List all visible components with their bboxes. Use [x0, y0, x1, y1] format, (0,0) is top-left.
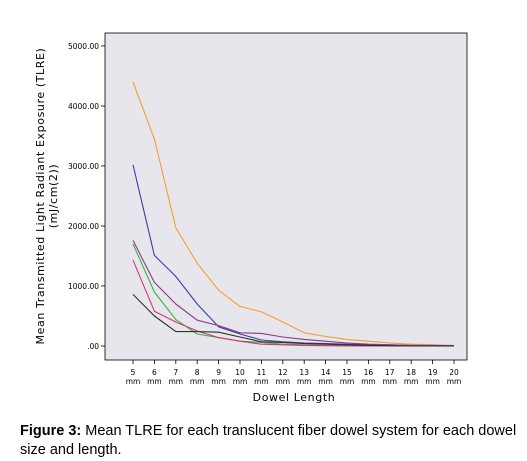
caption-text: Mean TLRE for each translucent fiber dow…: [20, 423, 517, 458]
series-line: [132, 240, 455, 347]
x-tick-label: 11: [257, 368, 267, 377]
y-tick-label: 1000.00: [68, 282, 99, 291]
x-tick-unit: mm: [275, 377, 290, 386]
series-line: [132, 294, 454, 347]
x-tick-unit: mm: [147, 377, 162, 386]
x-tick-label: 8: [195, 368, 200, 377]
x-tick-label: 13: [299, 368, 309, 377]
y-tick-label: 5000.00: [68, 42, 99, 51]
x-tick-label: 17: [385, 368, 395, 377]
x-tick-unit: mm: [404, 377, 419, 386]
x-tick-label: 9: [216, 368, 221, 377]
x-tick-unit: mm: [361, 377, 376, 386]
y-tick-label: .00: [87, 342, 99, 351]
series-group: [132, 81, 455, 347]
x-tick-unit: mm: [340, 377, 355, 386]
x-tick-label: 10: [235, 368, 245, 377]
x-tick-label: 18: [406, 368, 416, 377]
x-tick-unit: mm: [211, 377, 226, 386]
x-tick-unit: mm: [382, 377, 397, 386]
x-tick-label: 5: [131, 368, 136, 377]
x-tick-unit: mm: [168, 377, 183, 386]
y-tick-label: 3000.00: [68, 162, 99, 171]
x-tick-unit: mm: [318, 377, 333, 386]
x-axis-title: Dowel Length: [253, 391, 336, 404]
chart: .00 1000.00 2000.00 3000.00 4000.00 5000.00 5…: [34, 32, 468, 404]
x-tick-unit: mm: [447, 377, 462, 386]
x-tick-label: 7: [173, 368, 178, 377]
y-tick-label: 2000.00: [68, 222, 99, 231]
x-axis: 5mm6mm7mm8mm9mm10mm11mm12mm13mm14mm15mm1…: [126, 360, 462, 386]
figure-caption: Figure 3: Mean TLRE for each translucent…: [20, 422, 520, 460]
x-tick-unit: mm: [126, 377, 141, 386]
x-tick-label: 6: [152, 368, 157, 377]
caption-label: Figure 3:: [20, 423, 82, 439]
x-tick-unit: mm: [233, 377, 248, 386]
x-tick-label: 20: [449, 368, 459, 377]
x-tick-label: 19: [428, 368, 438, 377]
series-line: [132, 81, 455, 346]
x-tick-label: 16: [364, 368, 374, 377]
x-tick-label: 15: [342, 368, 352, 377]
x-tick-unit: mm: [425, 377, 440, 386]
x-tick-label: 12: [278, 368, 288, 377]
x-tick-label: 14: [321, 368, 331, 377]
x-tick-unit: mm: [190, 377, 205, 386]
x-tick-unit: mm: [254, 377, 269, 386]
y-axis-unit: (mJ/cm(2)): [47, 164, 60, 229]
x-tick-unit: mm: [297, 377, 312, 386]
plot-area: [104, 32, 468, 361]
y-axis-title: Mean Transmitted Light Radiant Exposure …: [34, 48, 47, 345]
y-tick-label: 4000.00: [68, 102, 99, 111]
y-axis: .00 1000.00 2000.00 3000.00 4000.00 5000.00: [68, 42, 105, 351]
